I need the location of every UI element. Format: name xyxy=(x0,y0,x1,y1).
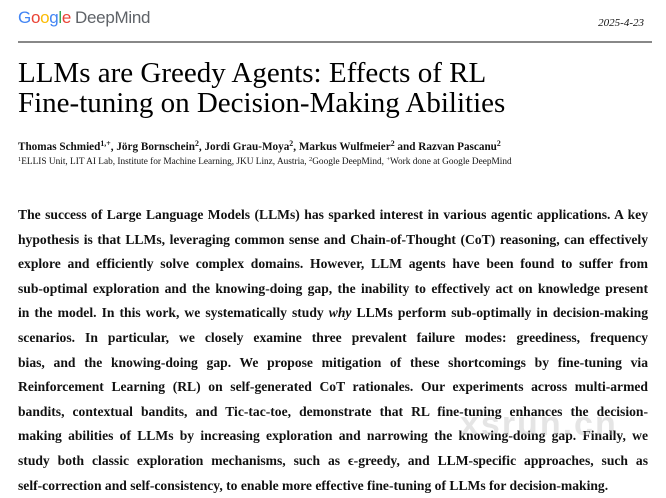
author-list: Thomas Schmied1,+, Jörg Bornschein2, Jor… xyxy=(18,139,501,153)
abstract: The success of Large Language Models (LL… xyxy=(18,203,648,498)
affiliations: 1ELLIS Unit, LIT AI Lab, Institute for M… xyxy=(18,155,512,167)
affiliation-text: Work done at Google DeepMind xyxy=(390,157,512,167)
logo-letter: o xyxy=(30,8,41,27)
abstract-line: explore and efficiently solve complex do… xyxy=(18,256,648,272)
abstract-line: The success of Large Language Models (LL… xyxy=(18,207,648,222)
logo-letter: G xyxy=(18,8,31,27)
title-line: Fine-tuning on Decision-Making Abilities xyxy=(18,87,506,119)
logo-letter: e xyxy=(61,8,72,27)
affiliation-text: Google DeepMind, xyxy=(312,157,387,167)
header-rule xyxy=(18,41,652,43)
author-name: Razvan Pascanu xyxy=(418,141,497,153)
abstract-line: scenarios. In particular, we closely exa… xyxy=(18,329,648,345)
logo-letter: g xyxy=(49,8,59,27)
author-affiliation-mark: 2 xyxy=(390,139,395,149)
affiliation-mark: 2 xyxy=(308,155,313,163)
logo-deepmind-text: DeepMind xyxy=(75,8,151,27)
abstract-line: making abilities of LLMs by increasing e… xyxy=(18,428,648,444)
paper-title: LLMs are Greedy Agents: Effects of RL Fi… xyxy=(18,58,505,118)
author-affiliation-mark: 1,+ xyxy=(100,139,111,149)
author-name: Jörg Bornschein xyxy=(116,141,195,153)
affiliation-mark: + xyxy=(386,155,390,163)
abstract-line: self-correction and self-consistency, to… xyxy=(18,477,609,493)
publication-date: 2025-4-23 xyxy=(598,17,644,29)
author-affiliation-mark: 2 xyxy=(194,139,199,149)
author-affiliation-mark: 2 xyxy=(496,139,501,149)
abstract-line: bias, and the knowing-doing gap. We prop… xyxy=(18,354,648,370)
author-name: Markus Wulfmeier xyxy=(298,141,391,153)
google-deepmind-logo: Google DeepMind xyxy=(18,8,150,28)
emphasis: why xyxy=(328,305,352,321)
author-name: Thomas Schmied xyxy=(18,141,101,153)
title-line: LLMs are Greedy Agents: Effects of RL xyxy=(18,57,487,89)
abstract-line: sub-optimal exploration and the knowing-… xyxy=(18,280,648,296)
abstract-line: hypothesis is that LLMs, leveraging comm… xyxy=(18,231,648,247)
abstract-line: bandits, contextual bandits, and Tic-tac… xyxy=(18,403,648,419)
abstract-line: in the model. In this work, we systemati… xyxy=(18,305,648,321)
author-name: Jordi Grau-Moya xyxy=(204,141,290,153)
abstract-line: study both classic exploration mechanism… xyxy=(18,452,648,468)
affiliation-text: ELLIS Unit, LIT AI Lab, Institute for Ma… xyxy=(21,157,309,167)
abstract-line: Reinforcement Learning (RL) on self-gene… xyxy=(18,379,648,395)
logo-letter: o xyxy=(40,8,50,27)
logo-letter: l xyxy=(58,8,62,27)
affiliation-mark: 1 xyxy=(18,155,22,163)
author-affiliation-mark: 2 xyxy=(289,139,294,149)
